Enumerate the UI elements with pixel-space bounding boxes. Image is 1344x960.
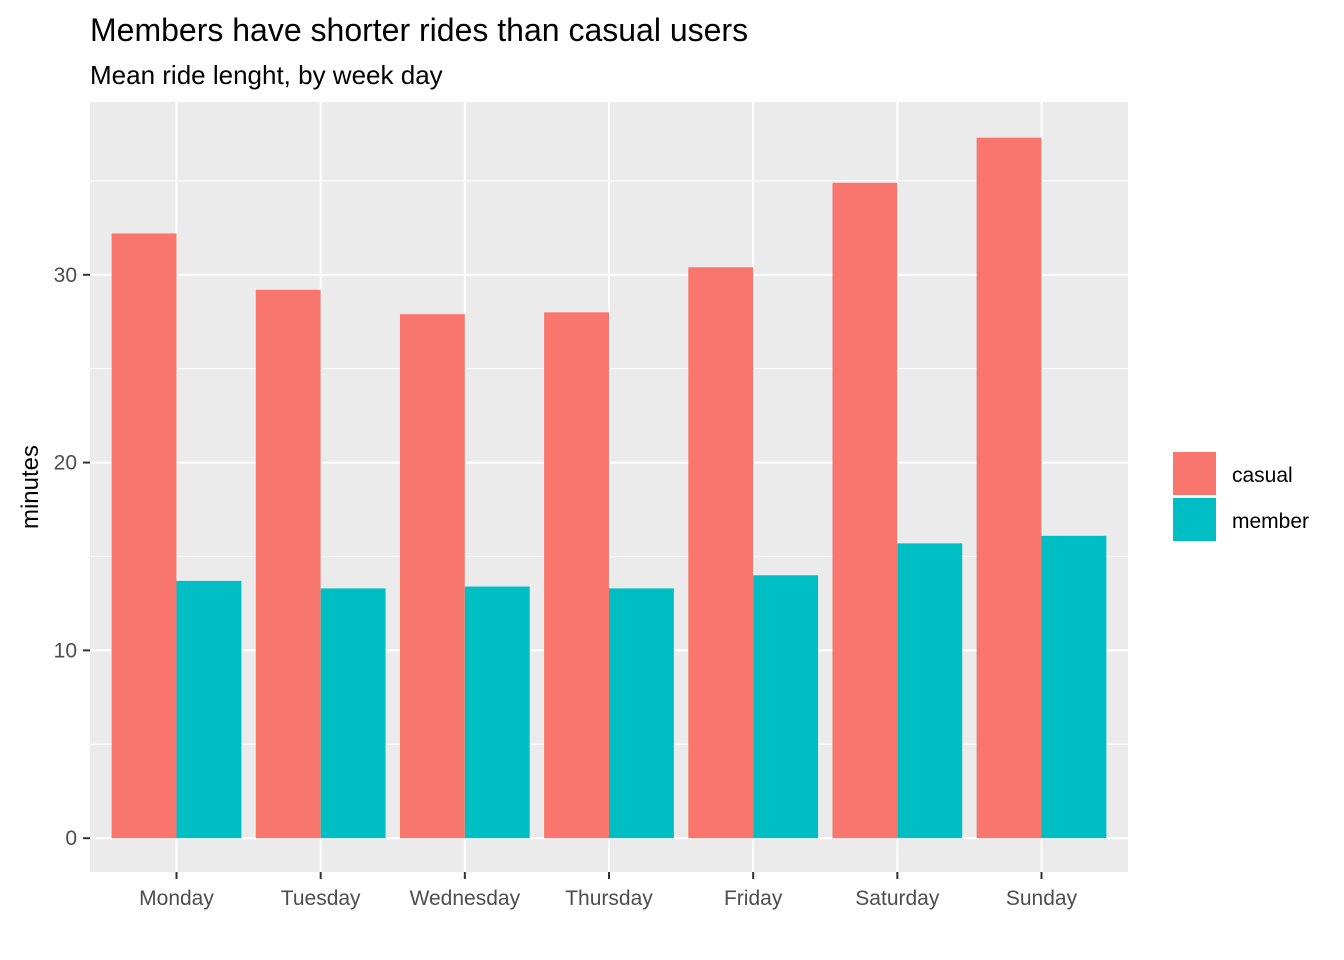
y-tick-label: 30 bbox=[54, 264, 77, 287]
chart-title: Members have shorter rides than casual u… bbox=[90, 12, 748, 48]
bar-member-thursday bbox=[609, 588, 674, 839]
bar-casual-tuesday bbox=[255, 289, 321, 839]
x-tick-label: Sunday bbox=[1006, 887, 1078, 910]
legend-label-member: member bbox=[1232, 510, 1309, 533]
bar-member-saturday bbox=[897, 543, 963, 839]
bar-member-sunday bbox=[1041, 535, 1107, 839]
bar-casual-saturday bbox=[832, 182, 898, 839]
x-tick-label: Monday bbox=[139, 887, 214, 910]
bar-member-friday bbox=[753, 575, 819, 839]
bar-casual-monday bbox=[111, 233, 177, 839]
bars bbox=[111, 137, 1107, 839]
y-tick-label: 10 bbox=[54, 639, 77, 662]
x-tick-label: Saturday bbox=[855, 887, 940, 910]
bar-casual-thursday bbox=[544, 312, 609, 839]
bar-casual-wednesday bbox=[399, 314, 465, 839]
legend-label-casual: casual bbox=[1232, 464, 1293, 487]
bar-member-monday bbox=[176, 580, 242, 839]
chart-subtitle: Mean ride lenght, by week day bbox=[90, 60, 443, 90]
legend-key-member bbox=[1173, 498, 1216, 541]
y-tick-label: 0 bbox=[65, 827, 77, 850]
x-tick-label: Thursday bbox=[565, 887, 653, 910]
bar-casual-friday bbox=[688, 267, 754, 839]
y-axis: 0 10 20 30 bbox=[54, 264, 90, 850]
y-axis-title: minutes bbox=[17, 445, 44, 529]
x-tick-label: Wednesday bbox=[410, 887, 521, 910]
bar-member-tuesday bbox=[320, 588, 386, 839]
legend-key-casual bbox=[1173, 452, 1216, 495]
bar-casual-sunday bbox=[976, 137, 1042, 839]
x-axis: Monday Tuesday Wednesday Thursday Friday Satu… bbox=[139, 872, 1078, 910]
bar-member-wednesday bbox=[464, 586, 530, 839]
y-tick-label: 20 bbox=[54, 452, 77, 475]
x-tick-label: Friday bbox=[724, 887, 783, 910]
legend: casual member bbox=[1173, 452, 1309, 541]
x-tick-label: Tuesday bbox=[281, 887, 361, 910]
